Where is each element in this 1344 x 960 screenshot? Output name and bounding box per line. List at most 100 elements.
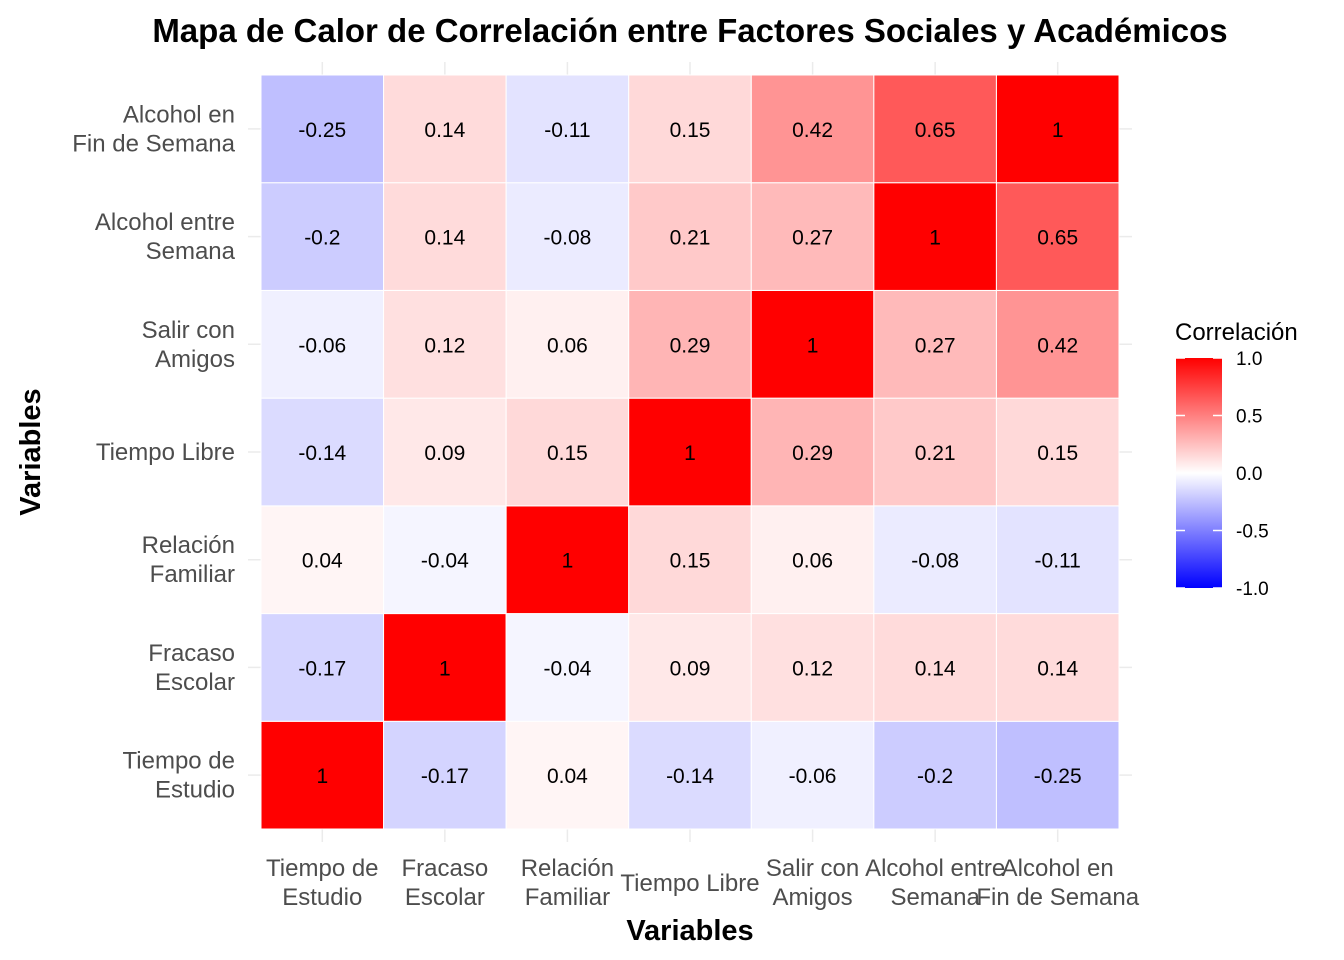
heatmap-cell [750, 289, 875, 399]
cell-value-label: 0.15 [1037, 442, 1078, 465]
cell-value-label: 0.65 [1037, 227, 1078, 250]
cell-value-label: 1 [929, 227, 941, 250]
heatmap-cells [260, 74, 1120, 830]
heatmap-cell [873, 720, 997, 830]
cell-value-label: 1 [439, 657, 451, 680]
heatmap-cell [260, 289, 385, 399]
heatmap-cell [873, 613, 997, 722]
cell-value-label: -0.11 [544, 119, 590, 142]
x-tick-label: Tiempo Libre [620, 870, 759, 897]
cell-value-label: -0.14 [666, 765, 714, 788]
heatmap-cell [750, 720, 875, 830]
cell-value-label: 0.27 [915, 334, 956, 357]
heatmap-cell [995, 289, 1120, 399]
cell-value-label: 0.65 [915, 119, 956, 142]
cell-value-label: 0.06 [547, 334, 588, 357]
x-axis-title: Variables [626, 915, 753, 947]
heatmap-cell [505, 720, 630, 830]
legend-title: Correlación [1175, 319, 1298, 346]
heatmap-cell [750, 397, 875, 507]
x-tick-label: Salir con Amigos [766, 855, 859, 911]
y-tick-label: Salir con Amigos [142, 317, 235, 373]
legend-tick-label: -1.0 [1236, 579, 1269, 600]
heatmap-cell [383, 182, 507, 291]
cell-value-label: 0.14 [424, 227, 465, 250]
x-tick-label: Relación Familiar [521, 855, 614, 911]
cell-value-label: -0.25 [1034, 765, 1082, 788]
heatmap-cell [873, 505, 997, 615]
heatmap-cell [383, 613, 507, 722]
cell-value-label: -0.06 [789, 765, 837, 788]
heatmap-cell [383, 505, 507, 615]
heatmap-cell [873, 397, 997, 507]
cell-value-label: 1 [807, 334, 819, 357]
heatmap-cell [628, 74, 752, 184]
heatmap-cell [505, 74, 630, 184]
heatmap-cell [995, 397, 1120, 507]
heatmap-cell [260, 505, 385, 615]
cell-value-label: 0.04 [547, 765, 588, 788]
cell-value-label: -0.04 [543, 657, 591, 680]
heatmap-cell [628, 289, 752, 399]
legend-tick-label: 0.5 [1236, 407, 1262, 428]
cell-value-label: 0.14 [915, 657, 956, 680]
heatmap-cell [995, 613, 1120, 722]
cell-value-label: -0.2 [917, 765, 953, 788]
cell-value-label: 0.15 [670, 119, 711, 142]
cell-value-label: -0.14 [298, 442, 346, 465]
cell-value-label: 0.09 [424, 442, 465, 465]
cell-value-label: 0.21 [670, 227, 711, 250]
x-tick-label: Tiempo de Estudio [266, 855, 379, 911]
x-tick-label: Alcohol entre Semana [865, 855, 1005, 911]
cell-value-label: 0.42 [792, 119, 833, 142]
y-tick-label: Relación Familiar [142, 532, 235, 588]
heatmap-cell [505, 613, 630, 722]
x-tick-label: Fracaso Escolar [402, 855, 489, 911]
cell-value-label: -0.04 [421, 550, 469, 573]
heatmap-cell [260, 397, 385, 507]
cell-value-label: -0.17 [298, 657, 346, 680]
heatmap-cell [995, 505, 1120, 615]
legend-tick-label: 0.0 [1236, 464, 1262, 485]
cell-value-label: 0.29 [670, 334, 711, 357]
heatmap-cell [873, 74, 997, 184]
cell-value-label: 1 [562, 550, 574, 573]
cell-value-label: 0.04 [302, 550, 343, 573]
y-axis-title: Variables [15, 388, 47, 515]
x-tick-label: Alcohol en Fin de Semana [976, 855, 1139, 911]
cell-value-label: 0.29 [792, 442, 833, 465]
heatmap-cell [873, 289, 997, 399]
legend-ticks: 1.0 0.5 0.0 -0.5 -1.0 [1176, 349, 1269, 600]
cell-value-label: 0.09 [670, 657, 711, 680]
cell-value-label: 0.15 [670, 550, 711, 573]
legend-tick-label: 1.0 [1236, 349, 1262, 370]
y-tick-label: Alcohol entre Semana [95, 209, 236, 265]
heatmap-cell [995, 720, 1120, 830]
heatmap-cell [505, 397, 630, 507]
heatmap-cell [995, 182, 1120, 291]
cell-value-label: 0.42 [1037, 334, 1078, 357]
cell-value-label: 0.14 [1037, 657, 1078, 680]
heatmap-cell [750, 505, 875, 615]
legend-tick-label: -0.5 [1236, 522, 1269, 543]
cell-value-label: 0.12 [792, 657, 833, 680]
heatmap-cell [260, 613, 385, 722]
heatmap-cell [873, 182, 997, 291]
cell-value-label: 0.27 [792, 227, 833, 250]
heatmap-cell [383, 397, 507, 507]
y-tick-label: Tiempo Libre [96, 439, 235, 466]
heatmap-cell [628, 613, 752, 722]
heatmap-cell [505, 505, 630, 615]
x-axis-ticks: Tiempo de Estudio Fracaso Escolar Relación Fa… [266, 855, 1140, 911]
cell-value-label: 1 [684, 442, 696, 465]
cell-value-label: 1 [316, 765, 328, 788]
chart-title: Mapa de Calor de Correlación entre Facto… [152, 12, 1227, 49]
y-axis-ticks: Tiempo de Estudio Fracaso Escolar Relación Fa… [72, 101, 235, 803]
cell-value-label: -0.06 [298, 334, 346, 357]
y-tick-label: Alcohol en Fin de Semana [72, 101, 235, 157]
cell-value-label: 0.21 [915, 442, 956, 465]
cell-value-label: -0.08 [911, 550, 959, 573]
heatmap-cell [383, 74, 507, 184]
cell-value-label: 0.12 [424, 334, 465, 357]
cell-value-label: 1 [1052, 119, 1064, 142]
